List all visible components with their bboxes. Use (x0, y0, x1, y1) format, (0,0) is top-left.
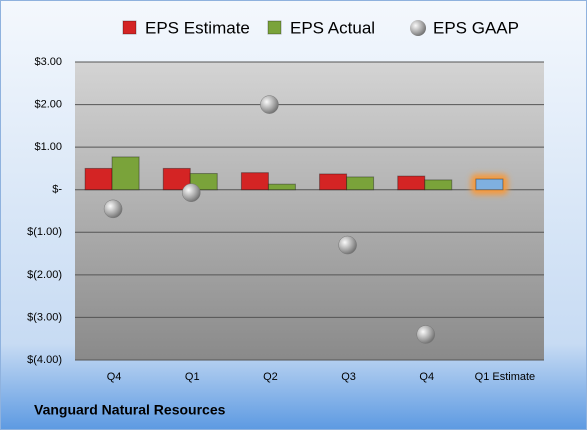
bar (240, 172, 269, 191)
bar (84, 167, 113, 191)
caption: Vanguard Natural Resources (34, 402, 226, 418)
legend-label: EPS Estimate (145, 18, 250, 37)
legend-swatch (410, 20, 426, 36)
gaap-point (260, 95, 279, 114)
y-tick-label: $1.00 (34, 141, 62, 153)
bar (397, 175, 426, 191)
x-tick-label: Q3 (341, 371, 356, 383)
gaap-point (338, 235, 357, 255)
bar (475, 178, 504, 191)
y-tick-label: $(4.00) (27, 354, 62, 366)
legend-label: EPS GAAP (433, 18, 519, 37)
x-tick-label: Q4 (107, 371, 122, 383)
y-tick-label: $2.00 (34, 98, 62, 110)
plot-area (75, 62, 544, 360)
legend-label: EPS Actual (290, 18, 375, 37)
bar (267, 183, 296, 191)
y-tick-label: $(1.00) (27, 226, 62, 238)
bar (346, 176, 375, 191)
x-tick-label: Q1 Estimate (475, 371, 536, 383)
y-tick-label: $(3.00) (27, 311, 62, 323)
x-tick-label: Q4 (419, 371, 434, 383)
legend-swatch (122, 20, 137, 35)
gaap-point (182, 183, 201, 202)
y-tick-label: $(2.00) (27, 269, 62, 281)
bar (111, 156, 140, 191)
bar (319, 173, 348, 191)
x-tick-label: Q2 (263, 371, 278, 383)
bar (424, 179, 453, 191)
legend-swatch (267, 20, 282, 35)
gaap-point (416, 325, 435, 344)
y-tick-label: $3.00 (34, 56, 62, 68)
gaap-point (103, 199, 123, 219)
x-tick-label: Q1 (185, 371, 200, 383)
y-tick-label: $- (52, 184, 62, 196)
